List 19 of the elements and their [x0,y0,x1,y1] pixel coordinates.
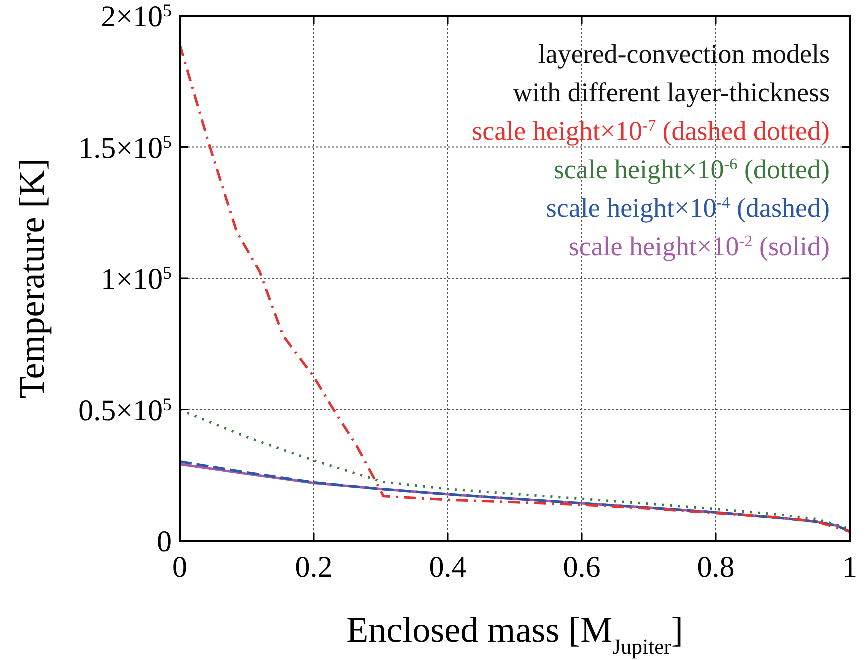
y-tick-label: 0 [157,526,172,558]
x-tick-label: 0.4 [429,551,467,584]
text: scale height×10$^{-4}$ (dashed) [546,193,830,223]
y-axis-title: Temperature [K] [12,158,52,399]
line-series [178,44,852,534]
x-axis-title: Enclosed mass [M$_{Jupiter}$] [346,610,684,659]
x-tick-label: 0.2 [295,551,333,584]
y-tick-label: 1.5×10$^{5}$ [78,132,172,165]
x-tick-label: 1 [842,551,858,584]
x-tick-label: 0.6 [563,551,601,584]
y-tick-label: 1×10$^{5}$ [101,263,172,296]
annotation: layered-convection models [538,39,830,69]
annotation: with different layer-thickness [513,78,830,108]
x-tick-label: 0.8 [697,551,735,584]
text: scale height×10$^{-2}$ (solid) [568,232,830,262]
y-tick-label: 0.5×10$^{5}$ [78,394,172,428]
text: scale height×10$^{-7}$ (dashed dotted) [472,116,830,146]
text: scale height×10$^{-6}$ (dotted) [554,154,830,184]
y-tick-label: 2×10$^{5}$ [101,0,172,34]
